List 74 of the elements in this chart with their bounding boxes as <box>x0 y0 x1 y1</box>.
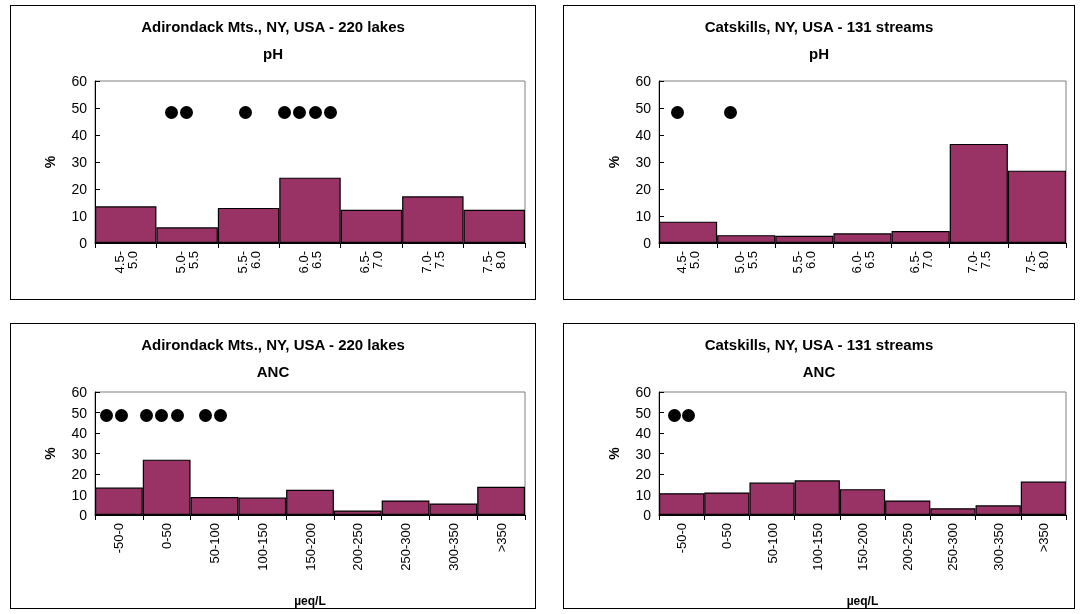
y-tick-label: 50 <box>635 100 652 116</box>
x-tick-label: 7.0- 7.5 <box>418 251 447 274</box>
y-tick-label: 10 <box>71 486 88 503</box>
x-tick-label: 0-50 <box>159 523 175 550</box>
x-tick-label: >350 <box>1035 523 1051 553</box>
y-tick-label: 0 <box>79 235 88 251</box>
y-axis-title: % <box>42 446 58 460</box>
x-tick-label: 7.5- 8.0 <box>480 251 509 274</box>
y-tick-label: 20 <box>635 181 652 197</box>
x-tick-label: 150-200 <box>302 523 318 571</box>
y-tick-label: 50 <box>71 100 88 116</box>
x-tick-label: 6.5- 7.0 <box>906 251 935 274</box>
y-tick-label: 0 <box>643 235 652 251</box>
chart-subtitle: ANC <box>256 363 290 380</box>
chart-title: Catskills, NY, USA - 131 streams <box>704 18 934 35</box>
x-tick-label: 5.0- 5.5 <box>173 251 202 274</box>
y-tick-label: 60 <box>71 384 88 400</box>
y-tick-label: 30 <box>71 445 88 462</box>
x-tick-label: 250-300 <box>398 523 414 571</box>
y-tick-label: 50 <box>635 404 652 421</box>
y-tick-label: 0 <box>643 507 652 523</box>
chart-title: Adirondack Mts., NY, USA - 220 lakes <box>141 336 405 353</box>
y-tick-label: 20 <box>71 466 88 482</box>
x-tick-label: -50-0 <box>674 523 690 554</box>
x-tick-label: >350 <box>493 523 509 553</box>
x-tick-label: 50-100 <box>206 523 222 564</box>
x-tick-label: 300-350 <box>445 523 461 571</box>
y-tick-label: 60 <box>635 73 652 89</box>
x-axis-title: µeq/L <box>846 594 879 608</box>
x-tick-label: 100-150 <box>809 523 825 571</box>
y-tick-label: 30 <box>635 445 652 462</box>
x-tick-label: 6.5- 7.0 <box>357 251 386 274</box>
x-tick-label: 5.5- 6.0 <box>790 251 819 274</box>
x-tick-label: 200-250 <box>350 523 366 571</box>
y-tick-label: 10 <box>635 486 652 503</box>
x-axis-title: µeq/L <box>294 594 326 608</box>
x-tick-label: 0-50 <box>719 523 735 550</box>
chart-title: Adirondack Mts., NY, USA - 220 lakes <box>141 18 405 35</box>
chart-subtitle: ANC <box>802 363 836 380</box>
x-tick-label: 200-250 <box>900 523 916 571</box>
x-tick-label: 7.5- 8.0 <box>1022 251 1051 274</box>
y-axis-title: % <box>606 155 622 169</box>
y-tick-label: 20 <box>635 466 652 482</box>
x-tick-label: 150-200 <box>855 523 870 571</box>
y-tick-label: 40 <box>71 127 88 143</box>
y-tick-label: 10 <box>635 208 652 224</box>
y-tick-label: 30 <box>71 154 88 170</box>
y-tick-label: 40 <box>635 425 652 441</box>
y-tick-label: 10 <box>71 208 88 224</box>
y-axis-title: % <box>42 155 58 169</box>
y-tick-label: 30 <box>635 154 652 170</box>
y-tick-label: 20 <box>71 181 88 197</box>
y-tick-label: 0 <box>79 507 88 523</box>
chart-title: Catskills, NY, USA - 131 streams <box>704 336 934 353</box>
y-tick-label: 50 <box>71 404 88 421</box>
y-tick-label: 60 <box>635 384 652 400</box>
y-axis-title: % <box>606 446 622 460</box>
x-tick-label: 100-150 <box>254 523 270 571</box>
chart-subtitle: pH <box>809 45 829 62</box>
x-tick-label: 50-100 <box>764 523 780 564</box>
x-tick-label: 4.5- 5.0 <box>111 251 140 274</box>
x-tick-label: 5.5- 6.0 <box>234 251 263 274</box>
y-tick-label: 40 <box>71 425 88 441</box>
x-tick-label: 300-350 <box>990 523 1006 571</box>
y-tick-label: 60 <box>71 73 88 89</box>
x-tick-label: 4.5- 5.0 <box>674 251 703 274</box>
x-tick-label: 6.0- 6.5 <box>296 251 324 274</box>
x-tick-label: -50-0 <box>111 523 127 554</box>
x-tick-label: 5.0- 5.5 <box>732 251 761 274</box>
x-tick-label: 6.0- 6.5 <box>848 251 877 274</box>
x-tick-label: 7.0- 7.5 <box>964 251 993 274</box>
chart-subtitle: pH <box>263 45 283 62</box>
x-tick-label: 250-300 <box>945 523 961 571</box>
y-tick-label: 40 <box>635 127 652 143</box>
